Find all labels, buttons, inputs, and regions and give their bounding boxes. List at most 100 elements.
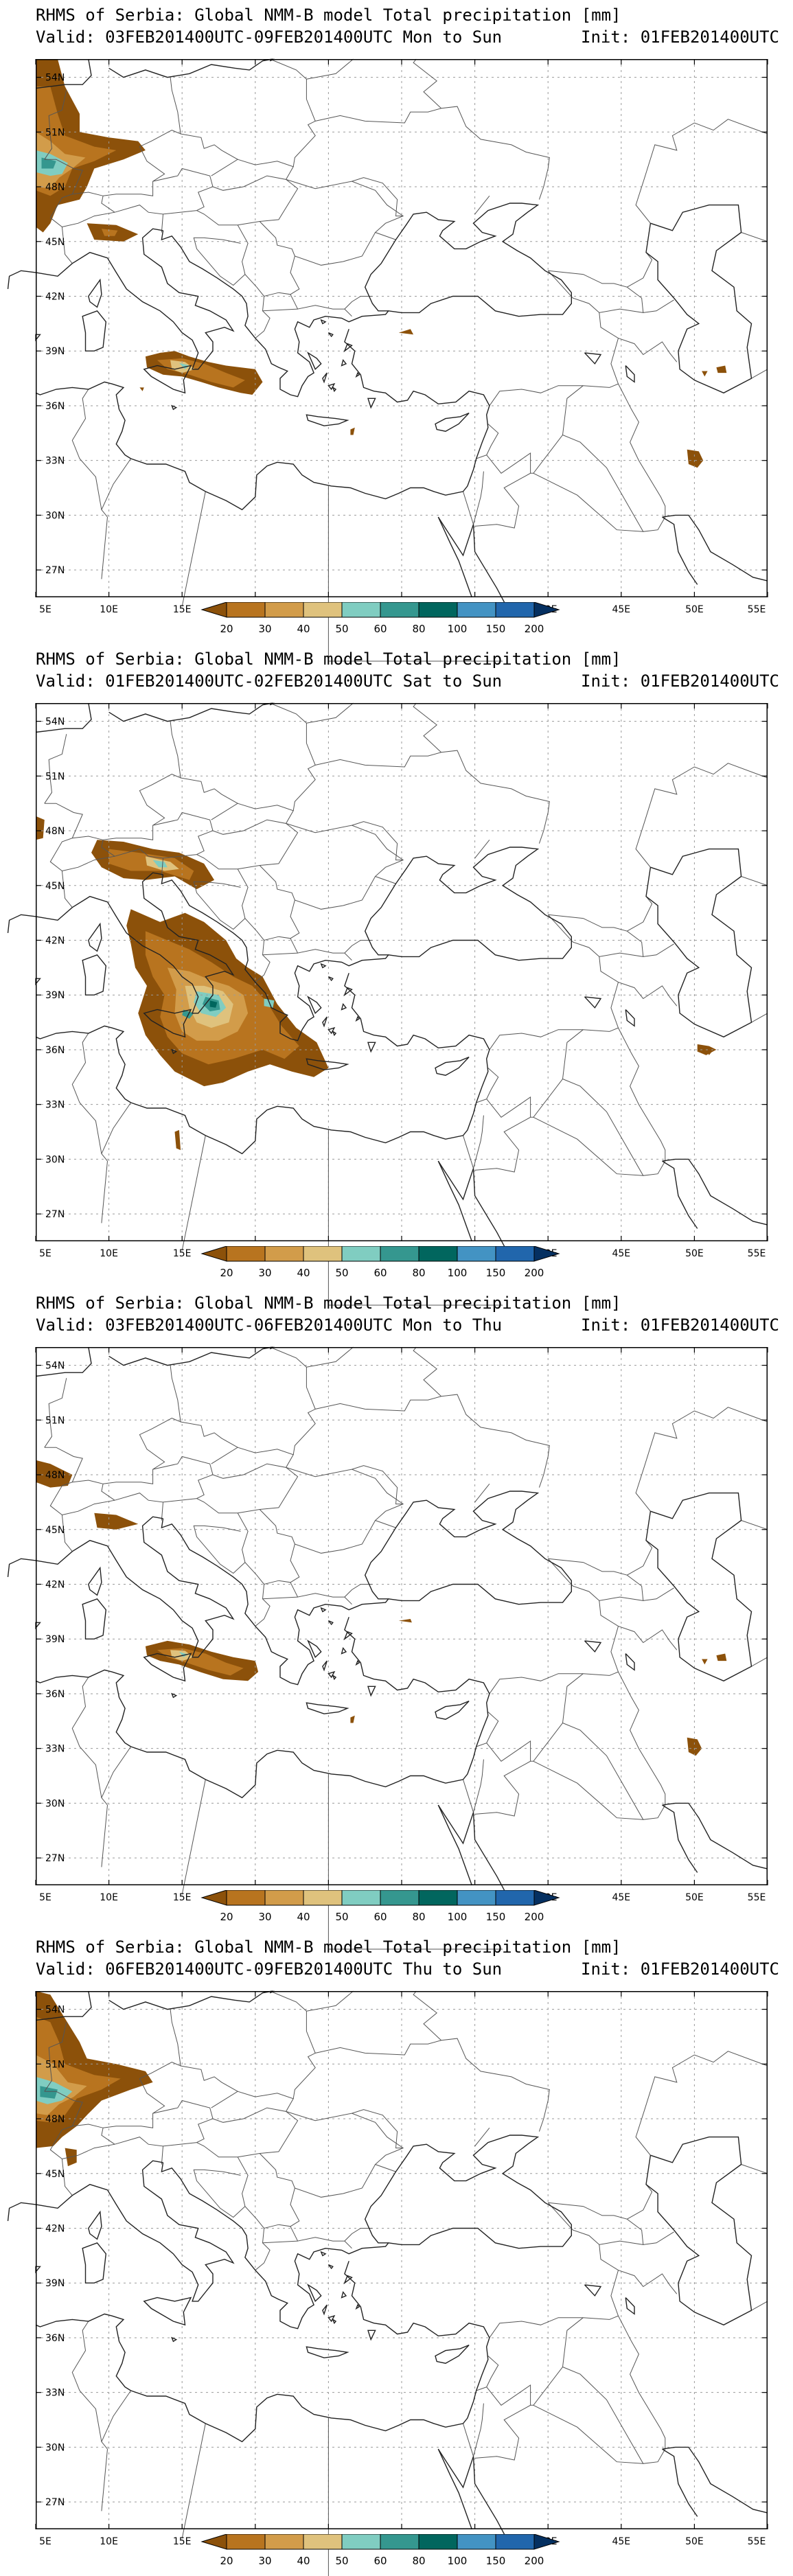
lat-tick-label: 36N (45, 1689, 65, 1700)
colorbar-swatch (303, 2534, 343, 2550)
lon-tick-label: 45E (612, 1892, 630, 1903)
lon-tick-label: 15E (173, 1248, 192, 1259)
lon-tick-label: 15E (173, 2536, 192, 2547)
lat-tick-label: 42N (45, 2223, 65, 2234)
colorbar-level-label: 100 (448, 1267, 468, 1279)
lat-tick-label: 48N (45, 2114, 65, 2125)
panel-title: RHMS of Serbia: Global NMM-B model Total… (36, 649, 621, 669)
lat-tick-label: 54N (45, 1361, 65, 1372)
colorbar-swatch (495, 602, 535, 618)
colorbar-level-label: 80 (412, 623, 425, 635)
precip-contour (101, 229, 118, 236)
forecast-panel-3: RHMS of Serbia: Global NMM-B model Total… (0, 1288, 793, 1950)
lat-tick-label: 27N (45, 565, 65, 576)
lon-tick-label: 50E (685, 1892, 704, 1903)
colorbar-swatch (533, 2534, 560, 2550)
precip-fill (36, 816, 717, 1151)
precipitation-map: 5E10E15E20E25E30E35E40E45E50E55E27N30N33… (7, 1346, 768, 1950)
lon-tick-label: 5E (39, 2536, 51, 2547)
colorbar-swatch (226, 1246, 266, 1262)
colorbar-level-label: 50 (335, 1267, 348, 1279)
lat-tick-label: 33N (45, 2388, 65, 2399)
precip-fill (36, 1460, 727, 1756)
country-borders (44, 1346, 768, 1950)
panel-title: RHMS of Serbia: Global NMM-B model Total… (36, 1937, 621, 1957)
colorbar-swatch (457, 1246, 496, 1262)
country-borders (44, 58, 768, 662)
colorbar-swatch (303, 1246, 343, 1262)
colorbar-level-label: 40 (297, 623, 310, 635)
country-borders (44, 702, 768, 1306)
precip-contour (41, 157, 56, 169)
lat-tick-label: 51N (45, 2059, 65, 2070)
lon-tick-label: 50E (685, 2536, 704, 2547)
colorbar-swatch (457, 602, 496, 618)
colorbar-level-label: 80 (412, 1267, 425, 1279)
colorbar-swatch (533, 1246, 560, 1262)
graticule (36, 1347, 768, 1885)
panel-title: RHMS of Serbia: Global NMM-B model Total… (36, 1293, 621, 1313)
lon-tick-label: 50E (685, 1248, 704, 1259)
panel-valid-period: Valid: 03FEB201400UTC-06FEB201400UTC Mon… (36, 1315, 503, 1335)
panel-init-time: Init: 01FEB201400UTC (581, 1315, 779, 1335)
forecast-panel-4: RHMS of Serbia: Global NMM-B model Total… (0, 1932, 793, 2576)
lat-tick-label: 45N (45, 2169, 65, 2180)
colorbar-swatch (533, 1890, 560, 1906)
lat-tick-label: 48N (45, 1470, 65, 1481)
panel-title: RHMS of Serbia: Global NMM-B model Total… (36, 5, 621, 25)
colorbar-swatch (226, 602, 266, 618)
colorbar: 20 30 40 50 60 80 100 150 200 (200, 1246, 560, 1279)
precip-fill (36, 59, 727, 468)
precip-contour (702, 1659, 708, 1665)
colorbar-level-label: 60 (373, 2555, 387, 2567)
coastlines (7, 1990, 768, 2548)
panel-init-time: Init: 01FEB201400UTC (581, 671, 779, 691)
lat-tick-label: 51N (45, 1415, 65, 1426)
precip-contour (716, 1653, 727, 1661)
lon-tick-label: 45E (612, 1248, 630, 1259)
colorbar-swatch (380, 1890, 420, 1906)
lon-tick-label: 5E (39, 604, 51, 615)
colorbar-swatch (418, 1890, 458, 1906)
colorbar-swatch (418, 1246, 458, 1262)
lon-tick-label: 10E (100, 604, 118, 615)
colorbar-level-label: 20 (220, 1911, 233, 1923)
colorbar-swatch (341, 2534, 381, 2550)
colorbar-swatch (264, 2534, 304, 2550)
precipitation-map: 5E10E15E20E25E30E35E40E45E50E55E27N30N33… (7, 702, 768, 1306)
colorbar-level-label: 100 (448, 1911, 468, 1923)
lon-tick-label: 10E (100, 1892, 118, 1903)
lon-tick-label: 5E (39, 1248, 51, 1259)
colorbar-swatch (200, 602, 227, 618)
lat-tick-label: 33N (45, 1744, 65, 1755)
colorbar-level-label: 50 (335, 1911, 348, 1923)
colorbar-level-label: 60 (373, 1267, 387, 1279)
colorbar-swatch (418, 602, 458, 618)
coastlines (7, 58, 768, 616)
colorbar-level-label: 60 (373, 1911, 387, 1923)
lat-tick-label: 45N (45, 881, 65, 892)
colorbar-level-label: 80 (412, 1911, 425, 1923)
precip-contour (94, 1513, 139, 1530)
colorbar-swatch (226, 2534, 266, 2550)
panel-init-time: Init: 01FEB201400UTC (581, 1959, 779, 1979)
precip-contour (687, 449, 704, 468)
precip-contour (350, 427, 355, 435)
colorbar-swatch (264, 1890, 304, 1906)
precip-contour (139, 387, 144, 391)
colorbar-level-label: 150 (486, 623, 506, 635)
colorbar-level-label: 150 (486, 2555, 506, 2567)
precip-contour (179, 363, 189, 369)
precip-contour (702, 371, 708, 377)
lat-tick-label: 54N (45, 73, 65, 84)
precip-contour (182, 1009, 194, 1019)
panel-init-time: Init: 01FEB201400UTC (581, 27, 779, 47)
colorbar-swatch (264, 1246, 304, 1262)
colorbar-swatch (457, 2534, 496, 2550)
lon-tick-label: 15E (173, 604, 192, 615)
graticule (36, 59, 768, 597)
lat-tick-label: 30N (45, 1154, 65, 1165)
panel-valid-period: Valid: 06FEB201400UTC-09FEB201400UTC Thu… (36, 1959, 503, 1979)
colorbar: 20 30 40 50 60 80 100 150 200 (200, 2534, 560, 2567)
forecast-panel-1: RHMS of Serbia: Global NMM-B model Total… (0, 0, 793, 662)
